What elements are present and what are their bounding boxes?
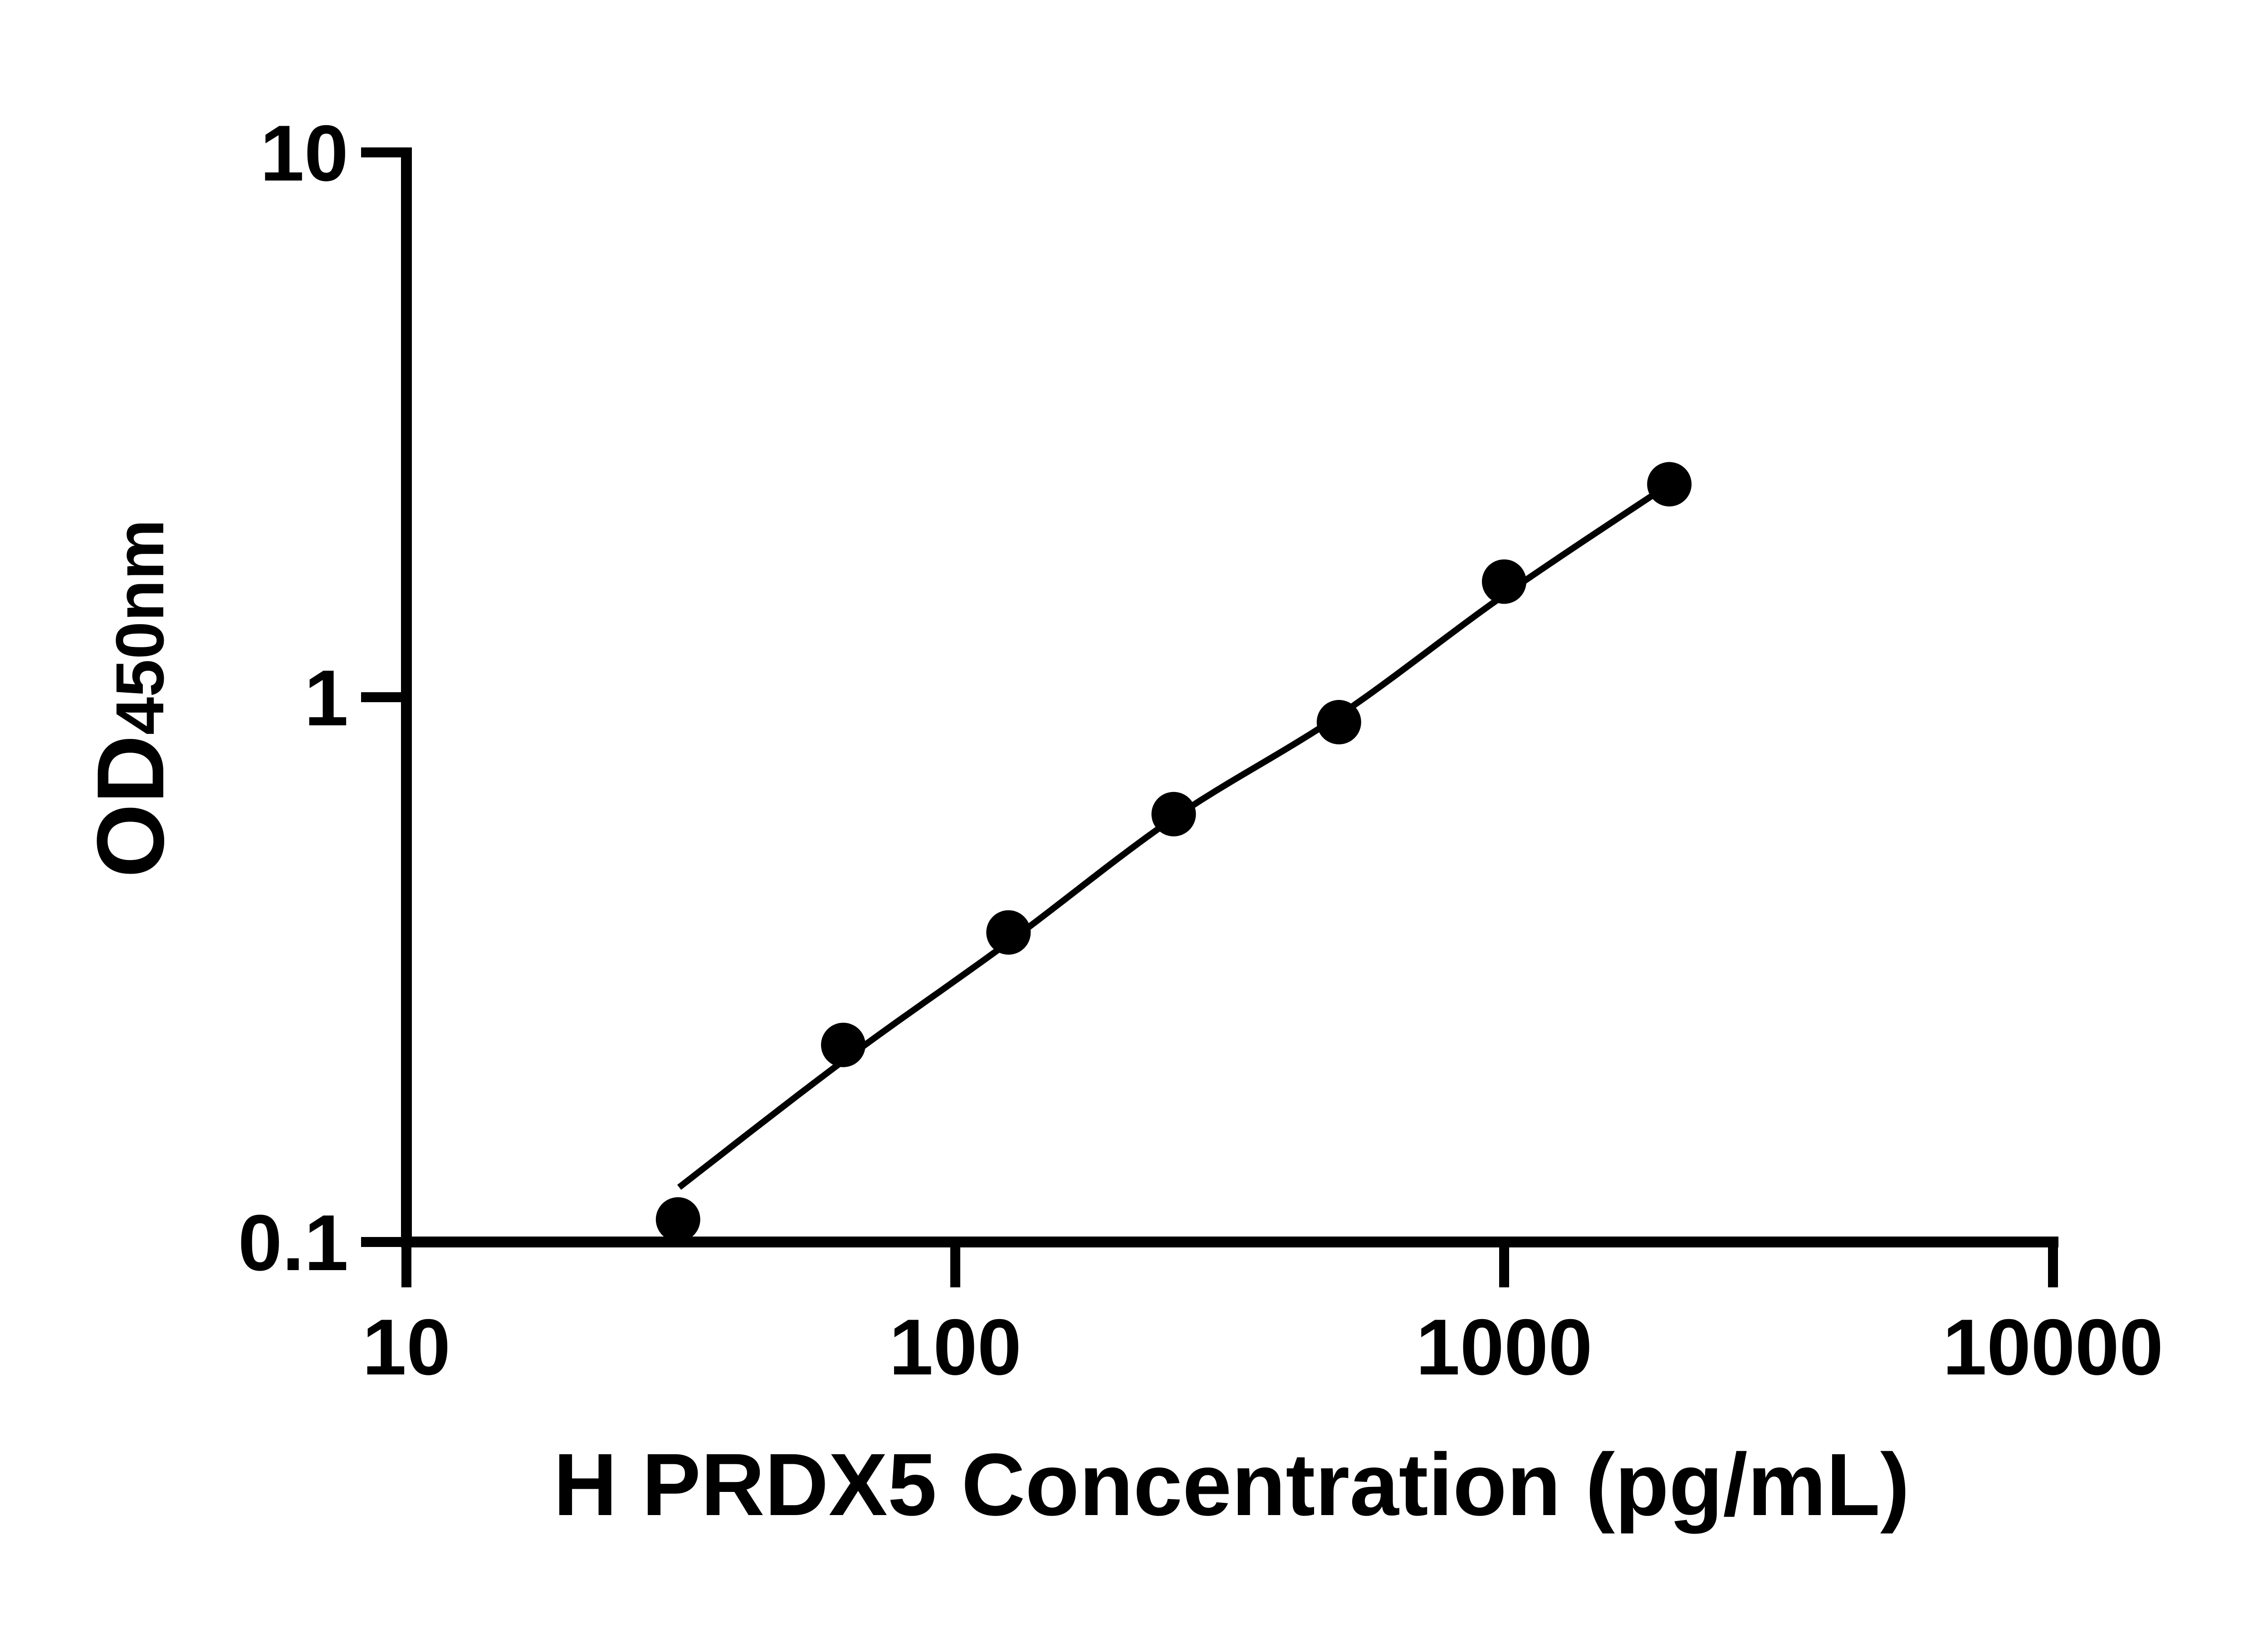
data-point	[1316, 700, 1361, 744]
x-axis-title: H PRDX5 Concentration (pg/mL)	[553, 1435, 1910, 1534]
data-point	[1151, 792, 1196, 836]
y-axis-title-subscript: 450nm	[102, 519, 178, 735]
y-axis-ticks	[361, 147, 406, 1247]
x-tick-label: 10	[362, 1303, 451, 1392]
data-point	[821, 1022, 865, 1067]
y-tick-label: 10	[260, 109, 348, 198]
x-axis-ticks	[401, 1242, 2058, 1287]
data-point	[1482, 559, 1526, 604]
x-axis-tick-labels: 10 100 1000 10000	[362, 1303, 2164, 1392]
data-point	[986, 910, 1031, 955]
y-tick-label: 0.1	[238, 1199, 348, 1287]
x-tick-label: 100	[889, 1303, 1022, 1392]
data-points	[655, 462, 1692, 1242]
data-point	[655, 1197, 700, 1242]
data-point	[1647, 462, 1692, 507]
y-tick-label: 1	[304, 654, 348, 743]
y-axis-tick-labels: 10 1 0.1	[238, 109, 348, 1287]
y-axis-title: OD450nm	[77, 519, 184, 878]
x-tick-label: 1000	[1416, 1303, 1592, 1392]
x-tick-label: 10000	[1943, 1303, 2164, 1392]
y-axis-title-main: OD	[77, 735, 184, 878]
